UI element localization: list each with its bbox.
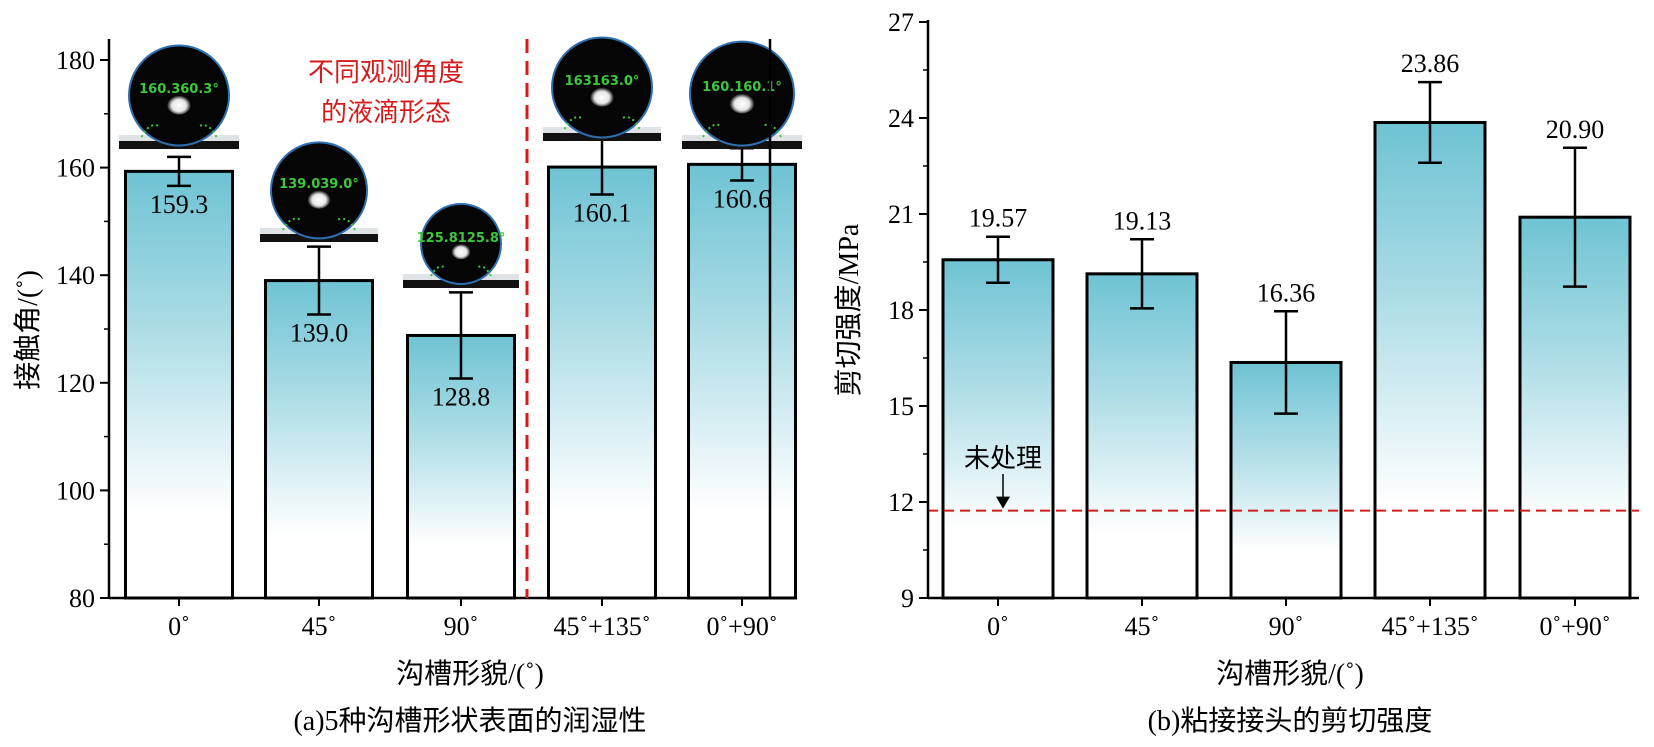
x-tick-label-a-4: 0˚+90˚ [707,612,778,641]
droplet-angle-label-3: 163163.0° [565,74,640,89]
bar-a-3 [547,165,657,600]
error-bar-b-2 [1274,310,1298,415]
panel-b-reference-line: 未处理 [928,444,1639,512]
bar-b-1 [1085,272,1199,600]
error-bar-b-1 [1130,238,1154,310]
value-label-a-2: 128.8 [432,382,491,411]
value-label-a-4: 160.6 [713,185,772,214]
bar-a-1 [264,279,374,600]
error-bar-a-0 [167,155,191,188]
y-tick-label-b-1: 12 [888,488,914,517]
panel-b-value-labels: 19.57 19.13 16.36 23.86 20.90 [969,49,1605,307]
panel-b-x-axis-title: 沟槽形貌/(˚) [1216,658,1364,690]
bar-a-4 [687,162,797,600]
error-bar-b-3 [1418,80,1442,165]
panel-a-annotation-line2: 的液滴形态 [321,98,451,128]
y-tick-label-b-0: 9 [901,584,914,613]
panel-b-shear-strength: 未处理 19.57 19.13 16.36 23.86 20.90 9 12 15 18 21 2… [833,8,1639,737]
x-tick-label-b-1: 45˚ [1125,612,1160,641]
x-tick-label-a-1: 45˚ [302,612,337,641]
x-tick-label-a-0: 0˚ [168,612,190,641]
panel-a-x-ticks: 0˚ 45˚ 90˚ 45˚+135˚ 0˚+90˚ [168,598,777,641]
y-tick-label-b-5: 24 [888,104,914,133]
y-tick-label-a-5: 180 [56,46,95,75]
value-label-a-3: 160.1 [573,199,632,228]
y-tick-label-b-2: 15 [888,392,914,421]
panel-b-caption: (b)粘接接头的剪切强度 [1148,705,1433,737]
y-tick-label-a-4: 160 [56,154,95,183]
x-tick-label-a-2: 90˚ [444,612,479,641]
panel-a-annotation-line1: 不同观测角度 [308,58,464,88]
x-tick-label-b-0: 0˚ [987,612,1009,641]
value-label-b-4: 20.90 [1546,115,1605,144]
x-tick-label-b-4: 0˚+90˚ [1540,612,1611,641]
x-tick-label-b-3: 45˚+135˚ [1382,612,1479,641]
panel-a-y-axis-title: 接触角/(˚) [12,270,44,390]
panel-a-y-ticks: 80 100 120 140 160 180 [56,46,109,613]
panel-a-contact-angle: 160.360.3° 139.039.0° 125.8125.8° 163163.0°… [12,36,802,737]
y-tick-label-a-3: 140 [56,261,95,290]
panel-b-x-ticks: 0˚ 45˚ 90˚ 45˚+135˚ 0˚+90˚ [987,598,1610,641]
panel-b-y-ticks: 9 12 15 18 21 24 27 [888,8,928,613]
panel-b-error-bars [986,80,1587,415]
droplet-image-1: 139.039.0° [260,141,378,242]
panel-a-droplet-images: 160.360.3° 139.039.0° 125.8125.8° 163163.0°… [119,36,802,288]
error-bar-a-1 [307,245,331,316]
droplet-angle-label-0: 160.360.3° [139,82,219,97]
bar-b-0 [941,258,1055,600]
y-tick-label-b-6: 27 [888,8,914,37]
error-bar-a-2 [449,291,473,380]
value-label-b-1: 19.13 [1113,206,1172,235]
droplet-angle-label-4: 160.160.1° [702,80,782,95]
panel-b-y-axis-title: 剪切强度/MPa [833,223,865,396]
droplet-image-4: 160.160.1° [682,40,802,149]
value-label-b-3: 23.86 [1401,49,1460,78]
droplet-image-3: 163163.0° [543,36,661,141]
droplet-angle-label-2: 125.8125.8° [417,231,506,246]
panel-a-axes [107,39,772,600]
y-tick-label-a-2: 120 [56,369,95,398]
value-label-b-2: 16.36 [1257,278,1316,307]
droplet-image-2: 125.8125.8° [403,203,519,288]
error-bar-b-4 [1563,146,1587,288]
panel-a-x-axis-title: 沟槽形貌/(˚) [396,658,544,690]
bar-a-0 [124,169,234,600]
x-tick-label-a-3: 45˚+135˚ [554,612,651,641]
value-label-a-0: 159.3 [150,190,209,219]
y-tick-label-b-4: 21 [888,200,914,229]
y-tick-label-b-3: 18 [888,296,914,325]
x-tick-label-b-2: 90˚ [1269,612,1304,641]
panel-a-error-bars [167,138,754,380]
error-bar-b-0 [986,235,1010,285]
droplet-angle-label-1: 139.039.0° [279,177,359,192]
y-tick-label-a-1: 100 [56,476,95,505]
reference-arrow-head [996,496,1010,509]
panel-a-value-labels: 159.3 139.0 128.8 160.1 160.6 [150,185,772,412]
reference-line-label: 未处理 [964,444,1042,473]
y-tick-label-a-0: 80 [69,584,95,613]
bar-b-3 [1373,120,1487,600]
value-label-a-1: 139.0 [290,318,349,347]
droplet-image-0: 160.360.3° [119,44,239,149]
value-label-b-0: 19.57 [969,204,1028,233]
panel-a-caption: (a)5种沟槽形状表面的润湿性 [293,705,646,737]
